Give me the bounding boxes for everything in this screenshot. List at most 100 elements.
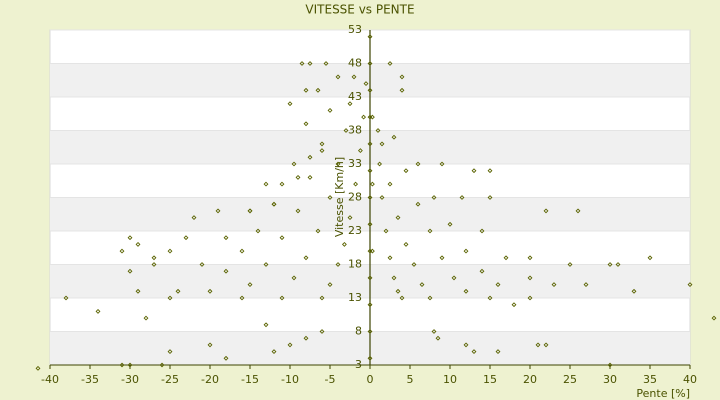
data-point (431, 329, 437, 334)
data-point (367, 195, 373, 200)
data-point (607, 362, 613, 368)
data-point (367, 87, 373, 93)
data-point (435, 335, 441, 341)
data-point (615, 262, 621, 267)
x-tick-label: -10 (281, 373, 299, 386)
data-point (239, 295, 245, 301)
data-point (279, 235, 285, 241)
data-point (575, 208, 581, 214)
data-point (255, 228, 261, 234)
data-point (411, 262, 417, 267)
x-tick-label: 40 (683, 373, 697, 386)
x-tick-label: -25 (161, 373, 179, 386)
data-point (583, 282, 589, 288)
data-point (447, 221, 453, 227)
data-point (167, 248, 173, 254)
data-point (471, 349, 477, 355)
x-axis-label: Pente [%] (636, 387, 690, 400)
data-point (495, 282, 501, 288)
y-tick-label: 28 (348, 191, 362, 204)
data-point (143, 315, 149, 321)
data-point (439, 255, 445, 261)
data-point (527, 255, 533, 261)
y-tick-label: 38 (348, 124, 362, 137)
data-point (711, 315, 717, 321)
data-point (215, 208, 221, 214)
data-point (307, 154, 313, 160)
data-point (427, 228, 433, 234)
data-point (191, 215, 197, 221)
y-axis-label: Vitesse [Km/h] (333, 157, 346, 237)
x-tick-label: 10 (443, 373, 457, 386)
data-point (303, 335, 309, 341)
data-point (271, 349, 277, 355)
data-point (335, 161, 341, 167)
data-point (239, 248, 245, 254)
y-tick-label: 8 (355, 325, 362, 338)
data-point (687, 282, 693, 288)
chart-title: VITESSE vs PENTE (305, 3, 414, 17)
data-point (543, 208, 549, 214)
y-tick-label: 18 (348, 258, 362, 271)
data-point (327, 107, 333, 113)
data-point (175, 288, 181, 294)
data-point (295, 208, 301, 214)
data-point (387, 181, 393, 187)
data-point (247, 282, 253, 288)
data-point (223, 355, 229, 361)
data-point (367, 221, 373, 227)
data-point (307, 174, 313, 180)
data-point (463, 288, 469, 294)
data-point (367, 61, 373, 66)
data-point (495, 349, 501, 355)
x-tick-label: -35 (81, 373, 99, 386)
data-point (431, 195, 437, 200)
data-point (395, 288, 401, 294)
data-point (379, 195, 385, 200)
x-tick-label: -15 (241, 373, 259, 386)
data-point (207, 342, 213, 348)
y-tick-label: 33 (348, 157, 362, 170)
data-point (63, 295, 69, 301)
x-tick-label: 0 (367, 373, 374, 386)
data-point (391, 275, 397, 281)
data-point (357, 148, 363, 154)
data-point (223, 268, 229, 274)
data-point (567, 262, 573, 267)
data-point (463, 248, 469, 254)
x-tick-label: 30 (603, 373, 617, 386)
data-point (119, 362, 125, 368)
data-point (395, 215, 401, 221)
x-tick-label: 20 (523, 373, 537, 386)
data-point (377, 161, 383, 167)
data-point (369, 114, 375, 120)
data-point (353, 181, 359, 187)
y-tick-label: 53 (348, 23, 362, 36)
data-point (35, 365, 41, 371)
data-point (551, 282, 557, 288)
data-point (631, 288, 637, 294)
data-point (399, 74, 405, 80)
data-point (319, 295, 325, 301)
data-point (327, 195, 333, 200)
data-point (387, 255, 393, 261)
data-point (287, 101, 293, 107)
data-point (367, 275, 373, 281)
y-tick-label: 13 (348, 291, 362, 304)
data-point (291, 275, 297, 281)
data-point (207, 288, 213, 294)
data-point (303, 121, 309, 127)
data-point (287, 342, 293, 348)
data-point (159, 362, 165, 368)
data-point (399, 295, 405, 301)
data-point (335, 74, 341, 80)
data-point (351, 74, 357, 80)
data-point (427, 295, 433, 301)
data-point (119, 248, 125, 254)
data-point (361, 114, 367, 120)
data-point (367, 168, 373, 174)
data-point (451, 275, 457, 281)
data-point (487, 168, 493, 174)
data-point (403, 168, 409, 174)
